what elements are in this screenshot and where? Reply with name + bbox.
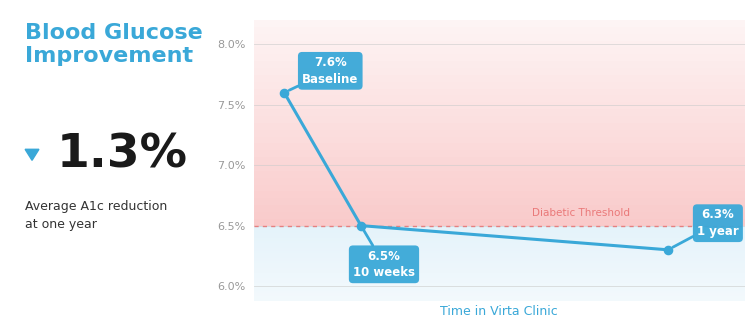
- Text: 1.3%: 1.3%: [56, 133, 188, 178]
- Text: Diabetic Threshold: Diabetic Threshold: [532, 208, 629, 218]
- Point: [662, 247, 674, 253]
- Text: 6.5%
10 weeks: 6.5% 10 weeks: [353, 230, 415, 279]
- Point: [355, 223, 367, 228]
- Text: 7.6%
Baseline: 7.6% Baseline: [290, 56, 358, 90]
- Polygon shape: [26, 149, 39, 160]
- X-axis label: Time in Virta Clinic: Time in Virta Clinic: [440, 305, 558, 318]
- Point: [278, 90, 290, 95]
- Text: 6.3%
1 year: 6.3% 1 year: [673, 208, 739, 247]
- Text: Average A1c reduction
at one year: Average A1c reduction at one year: [26, 200, 167, 231]
- Text: Blood Glucose
Improvement: Blood Glucose Improvement: [26, 23, 202, 66]
